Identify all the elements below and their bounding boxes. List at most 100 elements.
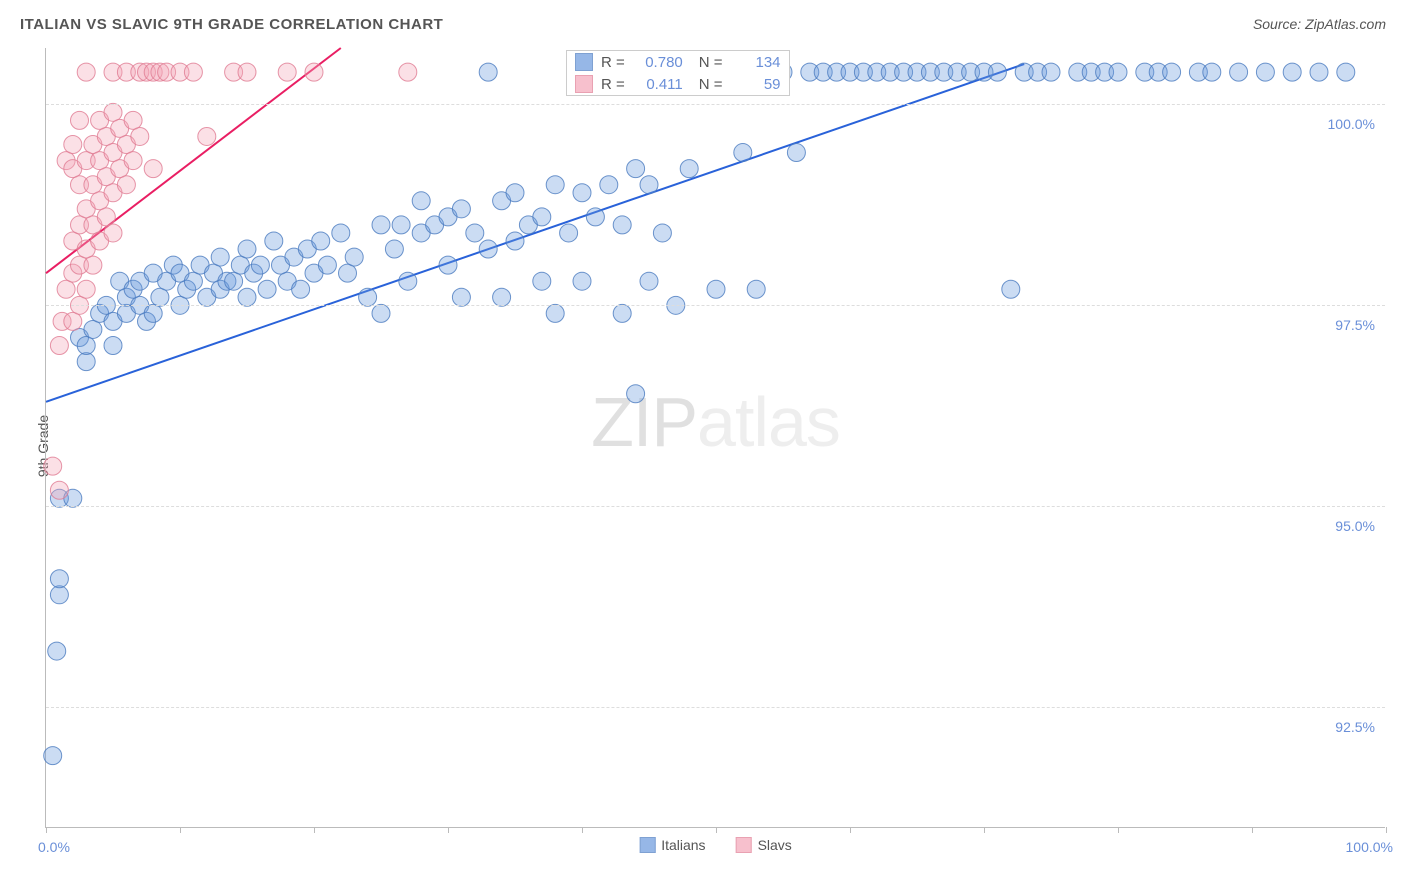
data-point xyxy=(258,280,276,298)
data-point xyxy=(479,63,497,81)
data-point xyxy=(251,256,269,274)
data-point xyxy=(385,240,403,258)
data-point xyxy=(640,176,658,194)
data-point xyxy=(131,127,149,145)
data-point xyxy=(84,256,102,274)
data-point xyxy=(50,481,68,499)
data-point xyxy=(57,280,75,298)
data-point xyxy=(312,232,330,250)
x-axis-max-label: 100.0% xyxy=(1346,839,1393,855)
x-tick xyxy=(984,827,985,833)
x-tick xyxy=(1386,827,1387,833)
data-point xyxy=(292,280,310,298)
data-point xyxy=(627,385,645,403)
data-point xyxy=(104,224,122,242)
data-point xyxy=(124,111,142,129)
data-point xyxy=(452,288,470,306)
data-point xyxy=(573,272,591,290)
data-point xyxy=(238,240,256,258)
data-point xyxy=(1337,63,1355,81)
data-point xyxy=(1163,63,1181,81)
x-tick xyxy=(716,827,717,833)
data-point xyxy=(84,320,102,338)
gridline-h xyxy=(46,506,1385,507)
gridline-h xyxy=(46,305,1385,306)
data-point xyxy=(71,111,89,129)
legend-swatch-italians xyxy=(639,837,655,853)
data-point xyxy=(412,192,430,210)
data-point xyxy=(586,208,604,226)
data-point xyxy=(399,63,417,81)
data-point xyxy=(48,642,66,660)
data-point xyxy=(573,184,591,202)
data-point xyxy=(117,176,135,194)
x-axis-min-label: 0.0% xyxy=(38,839,70,855)
data-point xyxy=(124,152,142,170)
data-point xyxy=(533,272,551,290)
data-point xyxy=(479,240,497,258)
data-point xyxy=(1230,63,1248,81)
data-point xyxy=(1256,63,1274,81)
data-point xyxy=(787,144,805,162)
data-point xyxy=(372,304,390,322)
data-point xyxy=(50,337,68,355)
data-point xyxy=(50,570,68,588)
chart-plot-area: ZIPatlas R = 0.780 N = 134 R = 0.411 N =… xyxy=(45,48,1385,828)
x-tick xyxy=(850,827,851,833)
legend-swatch-slavs xyxy=(736,837,752,853)
chart-title: ITALIAN VS SLAVIC 9TH GRADE CORRELATION … xyxy=(20,16,443,33)
data-point xyxy=(44,457,62,475)
data-point xyxy=(278,63,296,81)
y-tick-label: 97.5% xyxy=(1335,317,1375,333)
data-point xyxy=(466,224,484,242)
data-point xyxy=(600,176,618,194)
stats-swatch-slavs xyxy=(575,75,593,93)
stats-row-italians: R = 0.780 N = 134 xyxy=(567,51,789,73)
data-point xyxy=(305,63,323,81)
data-point xyxy=(560,224,578,242)
data-point xyxy=(345,248,363,266)
data-point xyxy=(77,280,95,298)
data-point xyxy=(372,216,390,234)
data-point xyxy=(238,288,256,306)
data-point xyxy=(546,176,564,194)
gridline-h xyxy=(46,104,1385,105)
data-point xyxy=(546,304,564,322)
data-point xyxy=(144,304,162,322)
x-tick xyxy=(314,827,315,833)
data-point xyxy=(506,184,524,202)
stats-swatch-italians xyxy=(575,53,593,71)
data-point xyxy=(198,127,216,145)
data-point xyxy=(97,208,115,226)
data-point xyxy=(77,353,95,371)
x-tick xyxy=(582,827,583,833)
data-point xyxy=(1109,63,1127,81)
source-label: Source: ZipAtlas.com xyxy=(1253,16,1386,32)
y-tick-label: 92.5% xyxy=(1335,719,1375,735)
data-point xyxy=(640,272,658,290)
x-tick xyxy=(46,827,47,833)
data-point xyxy=(77,63,95,81)
data-point xyxy=(1042,63,1060,81)
data-point xyxy=(64,135,82,153)
data-point xyxy=(77,337,95,355)
data-point xyxy=(339,264,357,282)
stats-row-slavs: R = 0.411 N = 59 xyxy=(567,73,789,95)
data-point xyxy=(1203,63,1221,81)
data-point xyxy=(1310,63,1328,81)
data-point xyxy=(144,160,162,178)
data-point xyxy=(151,288,169,306)
data-point xyxy=(1002,280,1020,298)
data-point xyxy=(988,63,1006,81)
data-point xyxy=(506,232,524,250)
data-point xyxy=(747,280,765,298)
data-point xyxy=(1283,63,1301,81)
data-point xyxy=(64,312,82,330)
gridline-h xyxy=(46,707,1385,708)
legend-bottom: Italians Slavs xyxy=(639,837,792,853)
data-point xyxy=(104,337,122,355)
data-point xyxy=(265,232,283,250)
data-point xyxy=(613,216,631,234)
data-point xyxy=(238,63,256,81)
legend-item-italians: Italians xyxy=(639,837,705,853)
